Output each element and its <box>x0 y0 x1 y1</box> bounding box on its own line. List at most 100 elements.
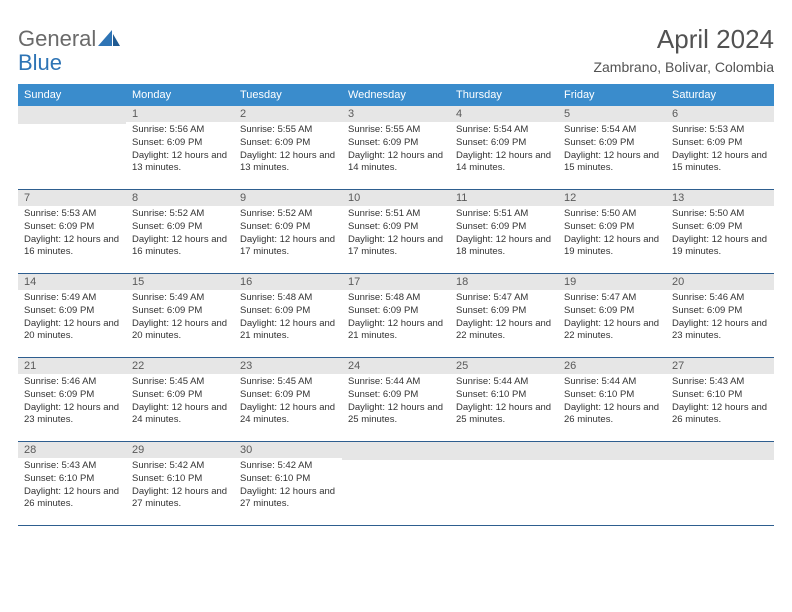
weekday-header-cell: Friday <box>558 84 666 106</box>
sunrise-line: Sunrise: 5:50 AM <box>672 208 768 221</box>
daylight-line: Daylight: 12 hours and 16 minutes. <box>132 234 228 260</box>
daylight-line: Daylight: 12 hours and 27 minutes. <box>132 486 228 512</box>
day-number-bar: 4 <box>450 106 558 122</box>
daylight-line: Daylight: 12 hours and 13 minutes. <box>132 150 228 176</box>
daylight-line: Daylight: 12 hours and 17 minutes. <box>348 234 444 260</box>
weekday-header-cell: Wednesday <box>342 84 450 106</box>
day-number-bar <box>342 442 450 460</box>
day-number-bar: 24 <box>342 358 450 374</box>
daylight-line: Daylight: 12 hours and 18 minutes. <box>456 234 552 260</box>
day-content: Sunrise: 5:52 AMSunset: 6:09 PMDaylight:… <box>126 206 234 263</box>
day-content: Sunrise: 5:50 AMSunset: 6:09 PMDaylight:… <box>558 206 666 263</box>
sunrise-line: Sunrise: 5:44 AM <box>564 376 660 389</box>
daylight-line: Daylight: 12 hours and 25 minutes. <box>348 402 444 428</box>
sunset-line: Sunset: 6:09 PM <box>132 389 228 402</box>
day-cell: 2Sunrise: 5:55 AMSunset: 6:09 PMDaylight… <box>234 106 342 190</box>
day-cell: 19Sunrise: 5:47 AMSunset: 6:09 PMDayligh… <box>558 274 666 358</box>
weekday-header-cell: Saturday <box>666 84 774 106</box>
weekday-header-cell: Monday <box>126 84 234 106</box>
day-number-bar: 29 <box>126 442 234 458</box>
day-number-bar: 16 <box>234 274 342 290</box>
page-header: General Blue April 2024 Zambrano, Boliva… <box>18 24 774 76</box>
sunset-line: Sunset: 6:09 PM <box>564 305 660 318</box>
sunset-line: Sunset: 6:09 PM <box>672 221 768 234</box>
day-content <box>558 460 666 466</box>
daylight-line: Daylight: 12 hours and 22 minutes. <box>456 318 552 344</box>
daylight-line: Daylight: 12 hours and 14 minutes. <box>456 150 552 176</box>
day-cell: 18Sunrise: 5:47 AMSunset: 6:09 PMDayligh… <box>450 274 558 358</box>
daylight-line: Daylight: 12 hours and 24 minutes. <box>132 402 228 428</box>
day-cell: 13Sunrise: 5:50 AMSunset: 6:09 PMDayligh… <box>666 190 774 274</box>
sunrise-line: Sunrise: 5:42 AM <box>240 460 336 473</box>
day-content: Sunrise: 5:44 AMSunset: 6:09 PMDaylight:… <box>342 374 450 431</box>
day-cell: 5Sunrise: 5:54 AMSunset: 6:09 PMDaylight… <box>558 106 666 190</box>
day-content: Sunrise: 5:54 AMSunset: 6:09 PMDaylight:… <box>450 122 558 179</box>
day-cell: 20Sunrise: 5:46 AMSunset: 6:09 PMDayligh… <box>666 274 774 358</box>
daylight-line: Daylight: 12 hours and 20 minutes. <box>132 318 228 344</box>
sunset-line: Sunset: 6:09 PM <box>240 221 336 234</box>
day-content: Sunrise: 5:47 AMSunset: 6:09 PMDaylight:… <box>450 290 558 347</box>
daylight-line: Daylight: 12 hours and 26 minutes. <box>24 486 120 512</box>
day-number-bar: 30 <box>234 442 342 458</box>
sunset-line: Sunset: 6:09 PM <box>240 305 336 318</box>
sunset-line: Sunset: 6:10 PM <box>132 473 228 486</box>
daylight-line: Daylight: 12 hours and 15 minutes. <box>564 150 660 176</box>
day-number-bar: 2 <box>234 106 342 122</box>
day-content: Sunrise: 5:53 AMSunset: 6:09 PMDaylight:… <box>18 206 126 263</box>
day-cell: 10Sunrise: 5:51 AMSunset: 6:09 PMDayligh… <box>342 190 450 274</box>
sunset-line: Sunset: 6:09 PM <box>348 221 444 234</box>
daylight-line: Daylight: 12 hours and 26 minutes. <box>672 402 768 428</box>
sunset-line: Sunset: 6:09 PM <box>348 137 444 150</box>
daylight-line: Daylight: 12 hours and 19 minutes. <box>564 234 660 260</box>
day-cell: 4Sunrise: 5:54 AMSunset: 6:09 PMDaylight… <box>450 106 558 190</box>
day-cell: 21Sunrise: 5:46 AMSunset: 6:09 PMDayligh… <box>18 358 126 442</box>
day-cell <box>666 442 774 526</box>
day-cell: 3Sunrise: 5:55 AMSunset: 6:09 PMDaylight… <box>342 106 450 190</box>
day-content: Sunrise: 5:49 AMSunset: 6:09 PMDaylight:… <box>126 290 234 347</box>
sunset-line: Sunset: 6:10 PM <box>564 389 660 402</box>
sunrise-line: Sunrise: 5:44 AM <box>348 376 444 389</box>
sunset-line: Sunset: 6:10 PM <box>672 389 768 402</box>
day-number-bar: 17 <box>342 274 450 290</box>
day-cell: 24Sunrise: 5:44 AMSunset: 6:09 PMDayligh… <box>342 358 450 442</box>
daylight-line: Daylight: 12 hours and 22 minutes. <box>564 318 660 344</box>
sunrise-line: Sunrise: 5:47 AM <box>564 292 660 305</box>
day-content: Sunrise: 5:55 AMSunset: 6:09 PMDaylight:… <box>342 122 450 179</box>
sunrise-line: Sunrise: 5:43 AM <box>672 376 768 389</box>
daylight-line: Daylight: 12 hours and 21 minutes. <box>240 318 336 344</box>
sunset-line: Sunset: 6:09 PM <box>348 389 444 402</box>
calendar-weekday-header: SundayMondayTuesdayWednesdayThursdayFrid… <box>18 84 774 106</box>
sunrise-line: Sunrise: 5:48 AM <box>240 292 336 305</box>
sunrise-line: Sunrise: 5:46 AM <box>672 292 768 305</box>
sunset-line: Sunset: 6:09 PM <box>24 221 120 234</box>
sunrise-line: Sunrise: 5:52 AM <box>240 208 336 221</box>
location-subtitle: Zambrano, Bolivar, Colombia <box>593 59 774 75</box>
sunrise-line: Sunrise: 5:45 AM <box>240 376 336 389</box>
daylight-line: Daylight: 12 hours and 27 minutes. <box>240 486 336 512</box>
day-number-bar: 11 <box>450 190 558 206</box>
day-content: Sunrise: 5:42 AMSunset: 6:10 PMDaylight:… <box>234 458 342 515</box>
sunrise-line: Sunrise: 5:51 AM <box>348 208 444 221</box>
day-cell: 8Sunrise: 5:52 AMSunset: 6:09 PMDaylight… <box>126 190 234 274</box>
weekday-header-cell: Sunday <box>18 84 126 106</box>
day-content: Sunrise: 5:54 AMSunset: 6:09 PMDaylight:… <box>558 122 666 179</box>
day-number-bar: 12 <box>558 190 666 206</box>
sunrise-line: Sunrise: 5:44 AM <box>456 376 552 389</box>
day-content <box>18 124 126 130</box>
sunset-line: Sunset: 6:09 PM <box>24 305 120 318</box>
logo-word-1: General <box>18 26 96 51</box>
day-number-bar <box>450 442 558 460</box>
day-cell: 15Sunrise: 5:49 AMSunset: 6:09 PMDayligh… <box>126 274 234 358</box>
day-number-bar: 20 <box>666 274 774 290</box>
sunrise-line: Sunrise: 5:49 AM <box>132 292 228 305</box>
sunrise-line: Sunrise: 5:50 AM <box>564 208 660 221</box>
sunrise-line: Sunrise: 5:51 AM <box>456 208 552 221</box>
day-content: Sunrise: 5:48 AMSunset: 6:09 PMDaylight:… <box>342 290 450 347</box>
logo: General Blue <box>18 24 120 76</box>
day-cell: 25Sunrise: 5:44 AMSunset: 6:10 PMDayligh… <box>450 358 558 442</box>
day-number-bar: 9 <box>234 190 342 206</box>
day-content: Sunrise: 5:48 AMSunset: 6:09 PMDaylight:… <box>234 290 342 347</box>
logo-sail-icon <box>98 30 120 49</box>
day-content: Sunrise: 5:52 AMSunset: 6:09 PMDaylight:… <box>234 206 342 263</box>
sunrise-line: Sunrise: 5:56 AM <box>132 124 228 137</box>
